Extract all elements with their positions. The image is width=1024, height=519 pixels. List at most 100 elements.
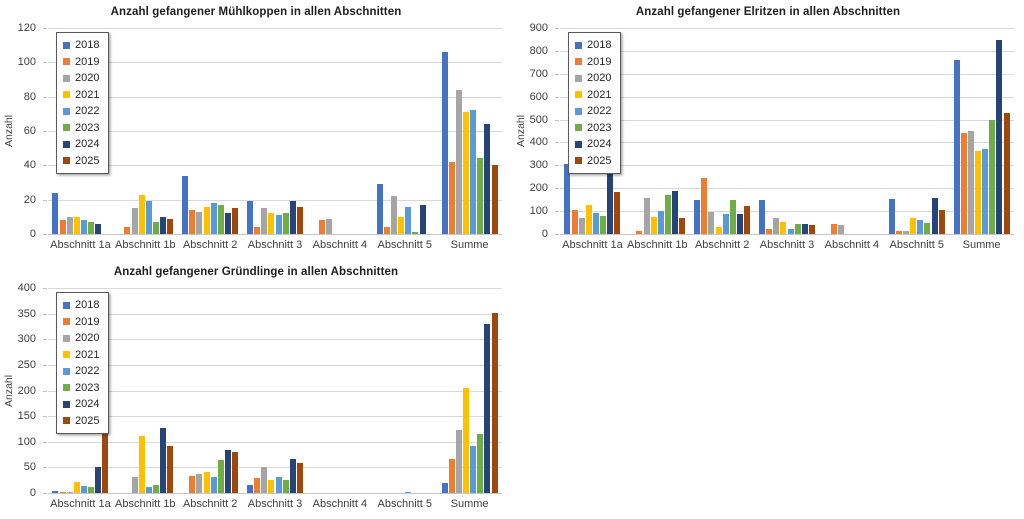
y-tick-mark <box>43 131 47 132</box>
chart-title: Anzahl gefangener Elritzen in allen Absc… <box>635 6 901 18</box>
legend-item-2018: 2018 <box>63 297 99 314</box>
x-axis-label: Abschnitt 3 <box>247 498 303 510</box>
legend-item-2018: 2018 <box>575 37 611 54</box>
bar-2020-abschnitt-3 <box>773 217 780 234</box>
bar-2021-abschnitt-2 <box>715 226 722 234</box>
bar-2021-abschnitt-1a <box>585 204 592 234</box>
legend-item-2024: 2024 <box>575 136 611 153</box>
bar-2022-abschnitt-3 <box>275 476 282 493</box>
legend-swatch-2021 <box>63 351 70 359</box>
y-tick-label: 0 <box>541 228 548 240</box>
legend-label: 2022 <box>75 105 100 118</box>
legend-item-2024: 2024 <box>63 396 99 413</box>
bar-2021-abschnitt-1b <box>138 194 145 234</box>
legend-item-2024: 2024 <box>63 136 99 153</box>
bar-2019-abschnitt-1b <box>124 227 131 234</box>
y-tick-mark <box>43 364 47 366</box>
bar-2025-abschnitt-1a <box>102 431 109 493</box>
bars-abschnitt-5 <box>377 288 433 493</box>
bar-2018-summe <box>441 483 448 493</box>
legend-item-2025: 2025 <box>63 153 99 170</box>
gridline <box>48 131 502 132</box>
bars-abschnitt-2 <box>694 28 751 234</box>
legend-swatch-2025 <box>575 157 582 165</box>
x-axis-label: Abschnitt 4 <box>824 239 880 251</box>
bar-2024-abschnitt-2 <box>224 213 231 234</box>
y-tick-mark <box>555 142 559 144</box>
legend-swatch-2019 <box>575 58 582 66</box>
y-tick-mark <box>555 234 559 235</box>
bar-2020-abschnitt-5 <box>391 196 397 234</box>
gridline <box>48 441 502 443</box>
bar-2023-abschnitt-1a <box>88 221 95 234</box>
bar-2025-abschnitt-3 <box>296 462 303 493</box>
legend-item-2019: 2019 <box>575 54 611 71</box>
bar-2019-abschnitt-1b <box>636 230 643 234</box>
y-tick-label: 60 <box>23 125 36 137</box>
x-axis-label: Abschnitt 1b <box>115 239 176 251</box>
legend-item-2020: 2020 <box>575 70 611 87</box>
legend-label: 2025 <box>587 154 612 167</box>
category-group-abschnitt-1a <box>48 288 113 493</box>
bar-2023-abschnitt-1b <box>664 194 671 234</box>
bar-2021-abschnitt-1b <box>650 216 657 234</box>
bar-2018-abschnitt-5 <box>888 198 895 234</box>
legend-label: 2020 <box>587 72 612 85</box>
bar-2025-abschnitt-3 <box>808 224 815 234</box>
bar-2019-abschnitt-4 <box>319 220 325 234</box>
bars-abschnitt-5 <box>888 28 945 234</box>
bar-2021-abschnitt-2 <box>203 206 210 234</box>
x-axis-label: Summe <box>450 239 489 251</box>
y-tick-mark <box>555 73 559 75</box>
bars-abschnitt-2 <box>182 288 239 493</box>
y-tick-label: 800 <box>529 44 548 57</box>
bar-2021-abschnitt-2 <box>203 472 210 493</box>
category-group-abschnitt-2 <box>178 288 243 493</box>
x-axis-label: Abschnitt 1a <box>50 498 111 510</box>
legend: 2018 2019 2020 2021 2022 2023 2024 2025 <box>56 32 110 174</box>
bar-2024-abschnitt-2 <box>224 449 231 493</box>
legend-item-2023: 2023 <box>63 120 99 137</box>
bar-2020-abschnitt-1b <box>131 208 138 234</box>
legend-swatch-2024 <box>63 140 70 148</box>
gridline <box>48 199 502 201</box>
bar-2018-abschnitt-1a <box>52 192 59 234</box>
legend-swatch-2019 <box>63 318 70 326</box>
y-tick-label: 50 <box>23 461 36 474</box>
bar-2019-abschnitt-1a <box>571 209 578 234</box>
bar-2022-summe <box>470 110 477 234</box>
y-tick-label: 80 <box>23 90 36 103</box>
bar-2024-abschnitt-3 <box>289 459 296 493</box>
gridline <box>48 390 502 392</box>
bars-summe <box>953 28 1010 234</box>
bar-2018-abschnitt-2 <box>694 199 701 234</box>
y-tick-label: 100 <box>17 56 36 69</box>
x-axis-label: Abschnitt 5 <box>889 239 944 251</box>
y-tick-label: 20 <box>23 193 36 206</box>
gridline <box>48 467 502 469</box>
bar-2019-abschnitt-1a <box>59 220 66 234</box>
legend-label: 2024 <box>75 138 100 151</box>
bars-abschnitt-1b <box>117 28 174 234</box>
bar-2020-abschnitt-2 <box>196 474 203 493</box>
bar-2021-abschnitt-1b <box>138 436 145 493</box>
legend-label: 2019 <box>75 315 100 328</box>
y-tick-label: 900 <box>529 22 548 34</box>
bar-2024-abschnitt-1b <box>160 428 167 493</box>
gridline <box>560 96 1014 98</box>
y-tick-mark <box>555 28 559 29</box>
bar-groups <box>48 28 502 234</box>
category-group-abschnitt-1b <box>625 28 690 234</box>
legend-item-2021: 2021 <box>575 87 611 104</box>
x-axis-label: Abschnitt 3 <box>247 239 303 251</box>
bar-2023-summe <box>477 158 484 234</box>
x-axis-line <box>48 493 502 494</box>
bar-2020-abschnitt-1a <box>66 216 73 234</box>
bar-2022-abschnitt-3 <box>275 215 282 234</box>
y-tick-mark <box>43 96 47 98</box>
y-tick-mark <box>43 234 47 235</box>
bar-2025-summe <box>491 165 498 234</box>
bar-2025-abschnitt-5 <box>938 210 945 234</box>
y-tick-mark <box>43 339 47 341</box>
x-axis-label: Abschnitt 5 <box>377 498 432 510</box>
